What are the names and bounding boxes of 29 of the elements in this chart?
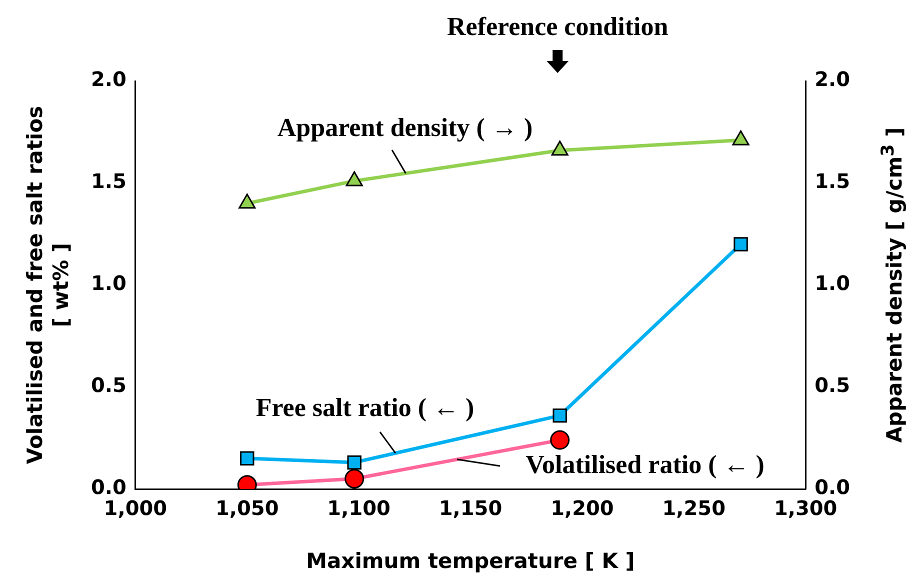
y2-tick-label: 2.0 <box>814 67 850 92</box>
y2-tick-label: 1.5 <box>814 169 850 194</box>
point <box>346 171 363 186</box>
series-label: Free salt ratio ( ← ) <box>256 393 474 423</box>
y-tick-label: 0.5 <box>90 373 126 398</box>
x-tick-label: 1,150 <box>438 496 502 520</box>
x-tick-label: 1,050 <box>215 496 279 520</box>
point <box>734 237 748 252</box>
text: Reference condition <box>447 12 668 42</box>
x-axis-title: Maximum temperature [ K ] <box>306 548 635 574</box>
point <box>344 469 364 489</box>
point <box>732 130 750 146</box>
y-axis-title: Volatilised and free salt ratios [ wt% ] <box>22 106 74 464</box>
y2-tick-label: 0.5 <box>814 373 850 398</box>
y-tick-label: 1.0 <box>90 271 126 296</box>
y-tick-label: 2.0 <box>90 67 126 92</box>
y2-tick-label: 1.0 <box>814 271 850 296</box>
legend-label: Volatilised ratio ( ← ) <box>526 450 764 480</box>
x-tick-label: 1,200 <box>550 496 614 520</box>
x-tick-label: 1,250 <box>662 496 726 520</box>
series-label: Apparent density ( → ) <box>277 113 533 143</box>
y-tick-label: 1.5 <box>90 169 126 194</box>
x-tick-label: 1,100 <box>327 496 390 520</box>
point <box>552 408 567 423</box>
point <box>551 140 568 156</box>
point <box>550 430 570 450</box>
point <box>238 194 256 209</box>
point <box>347 455 362 470</box>
point <box>240 451 254 466</box>
